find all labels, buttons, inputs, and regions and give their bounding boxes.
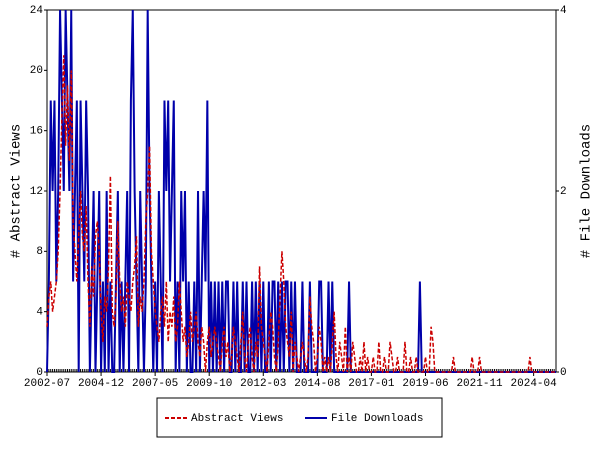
x-tick-label: 2007-05 [132,378,178,390]
y-tick-label: 20 [30,65,43,77]
y-tick-label: 12 [30,186,43,198]
y-tick-label: 24 [30,5,44,17]
y2-tick-label: 2 [560,186,567,198]
x-tick-label: 2021-11 [456,378,503,390]
x-tick-label: 2012-03 [240,378,286,390]
x-tick-label: 2019-06 [402,378,448,390]
y-tick-label: 4 [36,307,43,319]
y-axis-label: # Abstract Views [9,124,25,258]
x-tick-label: 2024-04 [511,378,558,390]
legend-box [156,397,443,438]
y-tick-label: 8 [36,246,43,258]
x-tick-label: 2014-08 [294,378,340,390]
y-tick-label: 16 [30,126,43,138]
legend-label: Abstract Views [191,413,283,425]
legend-label: File Downloads [331,413,423,425]
y2-tick-label: 4 [560,5,567,17]
y2-tick-label: 0 [560,367,567,379]
data-line [46,55,556,373]
y2-axis-label: # File Downloads [579,124,595,258]
x-tick-label: 2002-07 [24,378,70,390]
x-tick-label: 2004-12 [78,378,124,390]
x-tick-label: 2017-01 [348,378,395,390]
data-line [46,9,556,373]
y-tick-label: 0 [36,367,43,379]
x-tick-label: 2009-10 [186,378,232,390]
